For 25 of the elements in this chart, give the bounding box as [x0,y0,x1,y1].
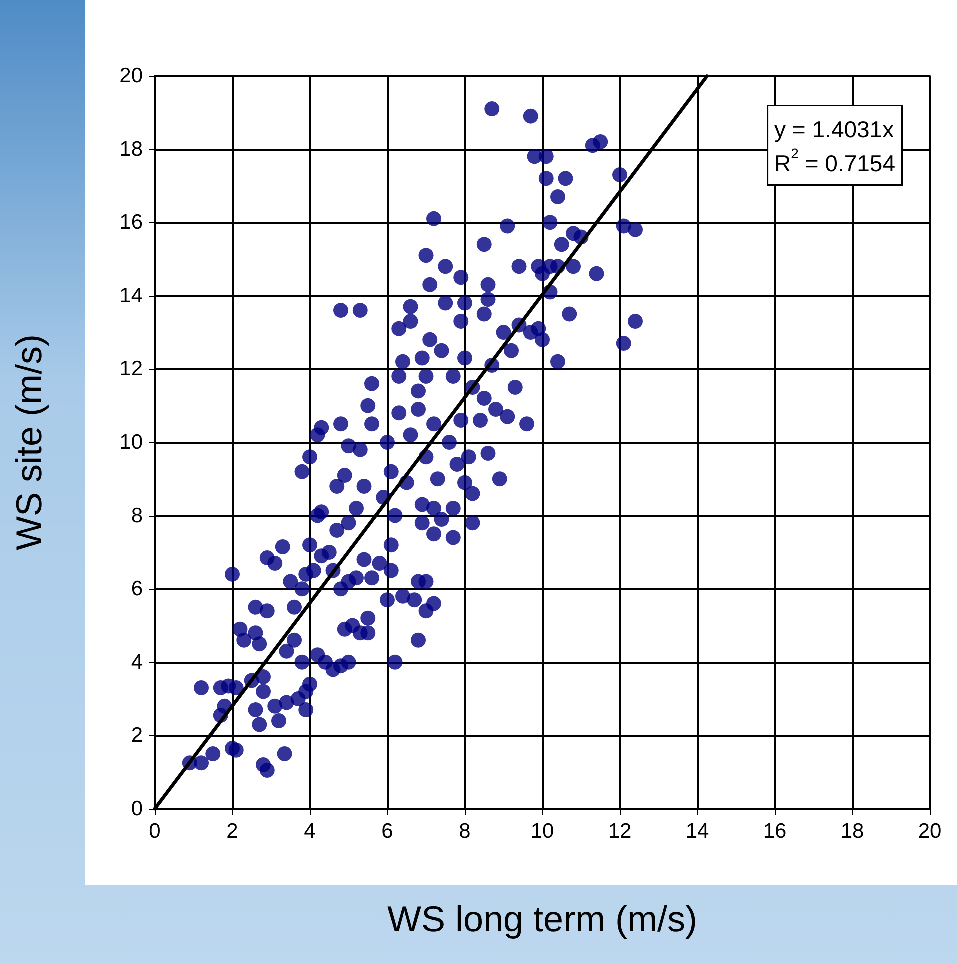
y-tick-label: 4 [131,650,144,674]
y-tick-label: 12 [120,358,143,381]
x-tick-label: 8 [459,820,471,843]
y-tick-label: 0 [131,798,143,820]
y-tick-label: 8 [131,504,143,528]
x-tick-label: 12 [608,820,632,843]
x-tick-label: 10 [530,820,554,843]
y-tick-label: 20 [120,64,143,88]
x-tick-label: 20 [918,820,942,843]
y-tick-label: 10 [120,431,143,454]
y-tick-label: 18 [120,138,143,161]
x-tick-label: 4 [304,820,316,843]
x-tick-label: 6 [382,820,394,843]
x-tick-label: 0 [149,820,161,843]
x-tick-label: 16 [763,820,787,843]
x-tick-label: 2 [226,820,238,843]
y-tick-label: 2 [131,724,143,748]
x-axis-title: WS long term (m/s) [387,898,698,940]
y-tick-label: 14 [120,284,144,308]
x-tick-label: 18 [840,820,864,843]
y-tick-label: 6 [131,578,143,601]
y-tick-label: 16 [120,211,143,234]
annotation: y = 1.4031x [774,116,895,142]
x-tick-label: 14 [686,820,710,843]
y-axis-title: WS site (m/s) [8,334,50,550]
